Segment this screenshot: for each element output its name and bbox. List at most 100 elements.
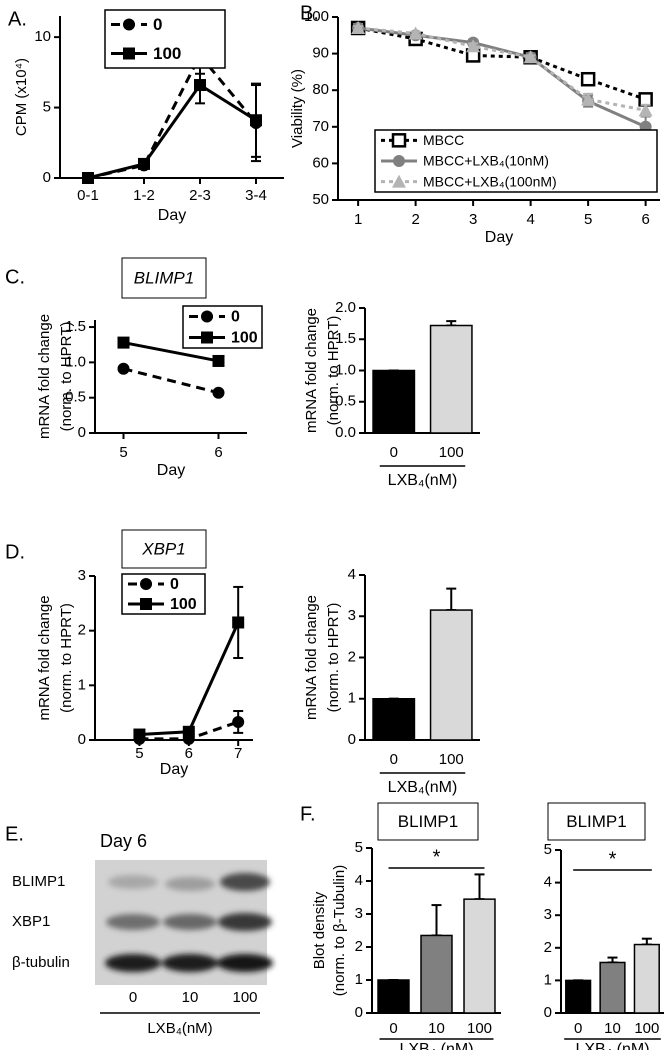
- y-tick-label: 5: [544, 841, 552, 858]
- y-axis-label: mRNA fold change: [303, 308, 320, 433]
- x-axis-label: LXB₄(nM): [388, 779, 458, 796]
- marker: [523, 50, 538, 64]
- error-bar: [641, 937, 652, 946]
- series-line: [357, 26, 647, 101]
- legend-label: 0: [170, 576, 179, 593]
- marker: [250, 114, 262, 127]
- x-tick-label: 2: [411, 211, 419, 228]
- series-line: [357, 26, 646, 112]
- y-tick-label: 5: [43, 99, 51, 116]
- marker: [391, 133, 407, 148]
- x-tick-label: 5: [584, 211, 592, 228]
- y-axis-label: Viability (%): [289, 69, 306, 148]
- x-tick-label: 5: [119, 444, 127, 461]
- y-tick-label: 0.5: [335, 393, 356, 410]
- y-tick-label: 0: [78, 424, 86, 441]
- legend: MBCC MBCC+LXB₄(10nM) MBCC+LXB₄(100nM): [374, 129, 658, 193]
- legend-label: 0: [153, 15, 162, 34]
- y-tick-label: 4: [355, 872, 363, 889]
- blot-row-label: BLIMP1: [12, 873, 65, 890]
- marker: [194, 79, 206, 92]
- marker: [581, 92, 596, 106]
- panel-label: D.: [5, 541, 25, 563]
- x-tick-label: 0: [390, 444, 398, 461]
- y-tick-label: 2: [544, 939, 552, 956]
- y-tick-label: 1.5: [65, 318, 86, 335]
- marker: [117, 362, 130, 375]
- bar: [377, 979, 410, 1014]
- chart-title: BLIMP1: [566, 812, 626, 831]
- y-tick-label: 1: [355, 971, 363, 988]
- significance-label: *: [609, 848, 617, 870]
- x-tick-label: 6: [641, 211, 649, 228]
- title-box: [547, 802, 646, 841]
- marker: [392, 174, 406, 188]
- error-bar: [474, 873, 485, 901]
- x-tick-label: 4: [526, 211, 534, 228]
- marker: [140, 598, 152, 610]
- legend-label: 0: [231, 309, 240, 326]
- panel-label: B.: [300, 2, 319, 24]
- legend-label: MBCC+LXB₄(10nM): [423, 153, 549, 169]
- y-axis-label: Blot density: [311, 891, 328, 969]
- x-axis-label: Day: [160, 761, 188, 778]
- y-tick-label: 1: [348, 690, 356, 707]
- bar: [463, 898, 496, 1014]
- x-tick-label: 10: [604, 1020, 621, 1037]
- y-tick-label: 1.0: [65, 353, 86, 370]
- blot-lane-label: 10: [182, 989, 199, 1006]
- y-tick-label: 3: [348, 607, 356, 624]
- y-tick-label: 0: [348, 731, 356, 748]
- gene-label: XBP1: [141, 539, 185, 558]
- legend-label: MBCC: [423, 132, 464, 148]
- panel-label: A.: [8, 8, 27, 30]
- x-tick-label: 100: [439, 751, 464, 768]
- marker: [82, 172, 94, 184]
- y-axis-label: (norm. to HPRT): [58, 322, 75, 432]
- bar: [429, 609, 473, 741]
- bar: [599, 961, 626, 1014]
- legend-box: [182, 305, 263, 349]
- legend-label: 100: [153, 44, 181, 63]
- y-tick-label: 2: [355, 938, 363, 955]
- marker: [201, 331, 213, 344]
- legend-box: [374, 129, 658, 193]
- y-tick-label: 100: [304, 8, 329, 25]
- marker: [466, 39, 481, 53]
- series-line: [357, 26, 647, 129]
- legend: 0 100: [104, 9, 226, 69]
- blot-bands: [105, 873, 273, 972]
- blot-lane-label: 100: [232, 989, 257, 1006]
- legend-label: 100: [170, 596, 197, 613]
- panel-label: E.: [5, 823, 24, 845]
- y-tick-label: 2: [78, 622, 86, 639]
- marker: [212, 386, 225, 399]
- series-line: [87, 83, 257, 180]
- x-tick-label: 3-4: [245, 187, 267, 204]
- blot-row-label: β-tubulin: [12, 954, 70, 971]
- marker: [351, 20, 366, 34]
- blot-lane-label: 0: [129, 989, 137, 1006]
- error-bar: [431, 904, 442, 937]
- series-line: [123, 367, 219, 395]
- bar: [420, 934, 453, 1014]
- x-tick-label: 6: [214, 444, 222, 461]
- y-tick-label: 2: [348, 648, 356, 665]
- significance-label: *: [433, 846, 441, 868]
- x-tick-label: 5: [135, 745, 143, 762]
- y-axis-label: (norm. to β-Tubulin): [331, 865, 348, 996]
- y-tick-label: 50: [312, 191, 329, 208]
- title-box: [377, 802, 479, 841]
- bar: [372, 369, 416, 434]
- y-axis-label: (norm. to HPRT): [325, 316, 342, 426]
- bar: [565, 979, 592, 1014]
- marker: [232, 616, 245, 629]
- x-tick-label: 1-2: [133, 187, 155, 204]
- y-axis-label: mRNA fold change: [303, 595, 320, 720]
- y-axis-label: (norm. to HPRT): [325, 603, 342, 713]
- y-tick-label: 80: [312, 81, 329, 98]
- marker: [638, 103, 653, 117]
- y-tick-label: 0: [355, 1004, 363, 1021]
